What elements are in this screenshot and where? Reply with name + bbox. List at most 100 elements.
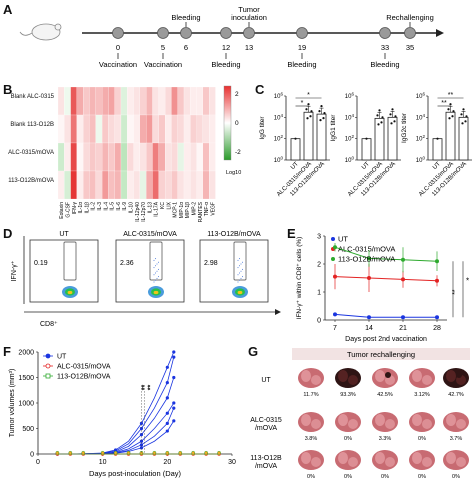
heatmap-cell-1-11 [127,114,134,144]
flow-event-1-1 [155,279,156,281]
heatmap-cell-1-15 [152,114,159,144]
ifn-xlabel: Days post 2nd vaccination [345,336,427,343]
titer-2-dot-2-1 [464,120,467,123]
ifn-point-2-1 [367,256,371,261]
rechallenge-percent-2-4: 0% [452,474,460,480]
colorbar-gradient [223,85,232,161]
ifn-ytick-label-3: 3 [317,234,321,241]
heatmap-cell-1-4 [83,114,90,144]
lung-lobe-left-2-3 [412,452,422,464]
titer-0-group-label-0: UT [290,161,300,171]
tumor-ut-point-0-8 [165,365,169,369]
rechallenge-percent-2-0: 0% [307,474,315,480]
tumor-legend-label-2: 113-O12B/mOVA [57,374,111,381]
tumor-ytick-label-2: 1000 [18,401,34,408]
heatmap-cell-3-7 [101,170,109,200]
titer-0-ytick-label-0: 100 [274,156,284,165]
titer-0-dot-2-1 [322,117,325,120]
rechallenge-row-label-0: UT [261,377,271,384]
tumor-sig-1: ** [147,385,154,391]
heatmap-cell-3-24 [209,170,216,200]
rechallenge-row-label-2: 113-O12B/mOVA [250,455,282,470]
flow-event-1-12 [153,259,155,261]
lung-lobe-left-1-0 [301,414,311,426]
ifn-chart: 0 1 2 3 7 14 21 28 IFN-γ⁺ within CD8⁺ cells (%) D… [296,234,469,344]
flow-gate-0 [63,241,77,281]
heatmap-col-label-0: Eotaxin [59,202,65,219]
rechallenge-percent-0-2: 42.5% [377,392,393,398]
lung-lobe-right-2-4 [456,457,466,467]
heatmap-cell-1-1 [64,114,71,144]
heatmap-cell-0-12 [133,86,141,116]
panel-label-e: E [287,226,296,241]
heatmap-cell-3-13 [139,170,147,200]
tumor-legend-label-1: ALC-0315/mOVA [57,364,111,371]
heatmap-row-label-3: 113-O12B/mOVA [8,178,54,184]
heatmap-cell-2-16 [158,142,166,172]
heatmap-cell-2-2 [70,142,77,172]
timeline-event-top-0: Bleeding [171,13,200,22]
timeline-day-marker-7 [404,27,416,39]
flow-event-1-8 [153,267,155,269]
tumor-ut-line-3 [57,402,175,455]
rechallenge-percent-0-3: 3.12% [414,392,430,398]
tumor-ut-point-4-9 [172,406,176,410]
ifn-point-0-3 [435,315,439,320]
heatmap-cell-3-10 [120,170,128,200]
timeline-day-marker-6 [379,27,391,39]
heatmap-cell-1-9 [114,114,122,144]
titer-1-dot-2-0 [389,113,392,116]
titer-0-sig-0: * [301,100,304,107]
heatmap-col-label-14: IL-13 [147,202,153,214]
timeline-day-marker-4 [243,27,255,39]
tumor-flat-point-1-7 [152,450,157,455]
heatmap-cell-3-16 [158,170,166,200]
timeline-event-bottom-0: Vaccination [99,60,137,69]
lung-lobe-left-1-4 [446,414,456,426]
heatmap-cell-3-18 [171,170,178,200]
lung-lobe-right-1-0 [311,419,321,429]
ifn-ylabel: IFN-γ⁺ within CD8⁺ cells (%) [296,237,303,320]
heatmap-cell-2-5 [89,142,96,172]
tumor-legend-marker-2 [45,373,51,379]
heatmap-cell-0-0 [57,86,65,116]
heatmap-cell-0-14 [146,86,153,116]
tumor-xtick-label-1: 10 [99,459,107,466]
flow-density-core-0 [67,290,73,295]
titer-1-dot-1-4 [381,116,384,119]
heatmap-cell-0-24 [209,86,216,116]
titer-1-ytick-label-3: 106 [345,92,355,101]
tumor-legend-marker-1 [45,363,51,369]
heatmap-cell-2-7 [101,142,109,172]
flow-gate-1 [149,241,163,281]
flow-title-1: ALC-0315/mOVA [123,231,177,238]
heatmap-cell-0-17 [165,86,172,116]
tumor-flat-point-1-10 [191,450,196,455]
heatmap-col-label-3: IL-1α [78,202,84,214]
flow-xlabel: CD8⁺ [40,321,58,328]
heatmap-cell-2-15 [152,142,159,172]
mouse-icon [19,23,62,41]
flow-event-2-11 [242,261,243,263]
heatmap-cell-2-13 [139,142,147,172]
heatmap-cell-0-9 [114,86,122,116]
heatmap-cell-3-9 [114,170,122,200]
titer-2-ytick-label-1: 102 [416,134,426,143]
titer-0-dot-0-0 [294,137,297,140]
flow-percent-0: 0.19 [34,260,48,267]
heatmap-cell-2-17 [165,142,172,172]
heatmap-col-label-22: RANTES [198,201,204,222]
tumor-ytick-label-0: 0 [30,452,34,459]
timeline-day-label-7: 35 [406,43,414,52]
heatmap-cell-1-24 [209,114,216,144]
ifn-legend-label-1: ALC-0315/mOVA [338,245,395,254]
heatmap-cell-3-21 [190,170,197,200]
tumor-flat-point-1-12 [217,450,221,455]
heatmap-cell-1-12 [133,114,141,144]
tumor-ytick-label-1: 500 [22,426,34,433]
lung-lobe-left-1-1 [338,414,348,426]
heatmap-cell-3-1 [64,170,71,200]
rechallenge-percent-1-1: 0% [344,436,352,442]
tumor-ut-point-4-8 [165,421,169,425]
heatmap-cell-3-3 [76,170,84,200]
